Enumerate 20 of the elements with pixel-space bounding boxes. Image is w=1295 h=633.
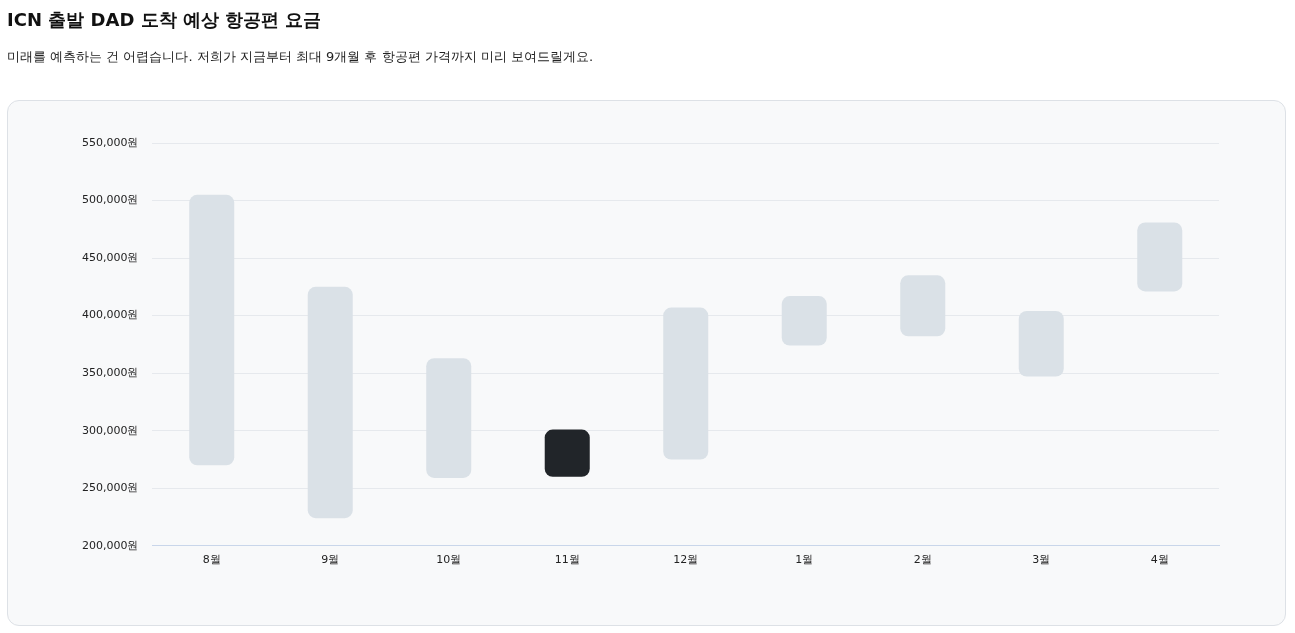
- x-tick-label: 3월: [1032, 553, 1051, 567]
- y-tick-label: 450,000원: [81, 250, 139, 264]
- y-tick-label: 400,000원: [81, 308, 139, 322]
- y-tick-label: 200,000원: [81, 538, 139, 552]
- x-tick-label: 9월: [321, 553, 340, 567]
- x-tick-label: 11월: [554, 553, 580, 567]
- x-tick-label: 10월: [436, 553, 462, 567]
- chart-subtitle: 미래를 예측하는 건 어렵습니다. 저희가 지금부터 최대 9개월 후 항공편 가격까지 미리 보여드릴게요.: [7, 48, 594, 66]
- x-tick-label: 12월: [673, 553, 699, 567]
- x-tick-label: 2월: [913, 553, 932, 567]
- y-tick-label: 350,000원: [81, 366, 139, 380]
- bar: [544, 429, 590, 477]
- x-tick-label: 4월: [1150, 553, 1169, 567]
- x-tick-label: 1월: [795, 553, 814, 567]
- y-tick-label: 500,000원: [81, 193, 139, 207]
- y-tick-label: 250,000원: [81, 481, 139, 495]
- y-tick-label: 300,000원: [81, 423, 139, 437]
- chart-title: ICN 출발 DAD 도착 예상 항공편 요금: [7, 8, 322, 32]
- x-tick-label: 8월: [202, 553, 221, 567]
- y-tick-label: 550,000원: [81, 135, 139, 149]
